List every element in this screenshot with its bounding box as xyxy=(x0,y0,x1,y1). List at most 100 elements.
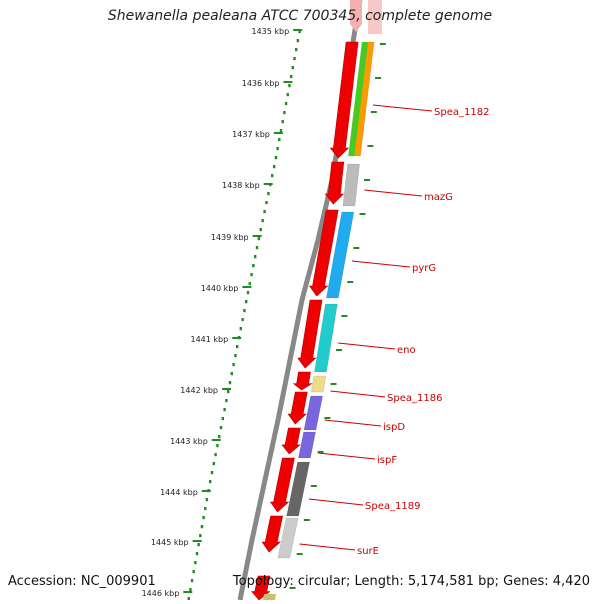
gene-label-leader xyxy=(324,419,382,427)
ruler-dot xyxy=(267,192,270,196)
gene-label-leader xyxy=(330,390,386,398)
gene-label-leader xyxy=(308,498,364,506)
feature-block xyxy=(263,594,276,600)
ruler-dot xyxy=(261,219,264,223)
ruler-dot xyxy=(194,561,197,565)
ruler-dot xyxy=(263,210,266,214)
cds-arrow xyxy=(292,371,313,391)
feature-block xyxy=(326,211,355,299)
ruler-dot xyxy=(278,138,281,142)
ruler-dot xyxy=(187,597,190,601)
feature-block xyxy=(303,395,324,431)
ruler-dot xyxy=(223,408,226,412)
ruler-dot xyxy=(228,381,232,385)
ruler-dot xyxy=(225,399,228,403)
ruler-dot xyxy=(293,57,296,61)
ruler-dot xyxy=(245,300,248,304)
ruler-dot xyxy=(255,246,259,250)
ruler-tick-label: 1438 kbp xyxy=(222,181,260,190)
ruler-dot xyxy=(239,327,242,331)
ruler-dot xyxy=(295,48,298,52)
ruler-dot xyxy=(296,39,300,43)
ruler-dot xyxy=(288,84,291,88)
ruler-dot xyxy=(289,75,293,79)
ruler-dot xyxy=(252,264,255,268)
ruler-dot xyxy=(276,147,279,151)
cds-arrow xyxy=(297,299,323,369)
cds-arrow xyxy=(269,457,295,513)
genome-title: Shewanella pealeana ATCC 700345, complet… xyxy=(107,8,493,24)
gene-label-leader xyxy=(299,543,356,551)
feature-block xyxy=(286,461,310,517)
ruler-dot xyxy=(189,588,192,592)
ruler-dot xyxy=(227,390,230,394)
ruler-dot xyxy=(190,579,194,583)
gene-label: Spea_1182 xyxy=(434,107,489,118)
ruler-dot xyxy=(210,471,214,475)
ruler-dot xyxy=(243,309,246,313)
gene-label-leader xyxy=(338,342,396,350)
ruler-dot xyxy=(200,525,204,529)
ruler-dot xyxy=(212,462,215,466)
ruler-tick-label: 1444 kbp xyxy=(160,488,198,497)
ruler-dot xyxy=(279,129,283,133)
ruler-tick-label: 1436 kbp xyxy=(242,79,280,88)
ruler-tick-label: 1437 kbp xyxy=(232,130,270,139)
feature-block xyxy=(314,303,338,373)
ruler-tick-label: 1435 kbp xyxy=(251,27,289,36)
ruler-dot xyxy=(195,552,199,556)
ruler-dot xyxy=(205,498,209,502)
ruler-dot xyxy=(265,201,268,205)
gene-label: mazG xyxy=(424,192,453,203)
cds-arrow xyxy=(261,515,284,553)
gene-label: eno xyxy=(397,345,416,356)
ruler-tick-label: 1440 kbp xyxy=(201,284,239,293)
feature-block xyxy=(298,431,316,459)
ruler-dot xyxy=(257,237,261,241)
ruler-tick-label: 1441 kbp xyxy=(190,335,228,344)
ruler-dot xyxy=(284,102,288,106)
ruler-dot xyxy=(214,453,217,457)
ruler-dot xyxy=(246,291,250,295)
ruler-dot xyxy=(218,435,221,439)
ruler-tick-label: 1443 kbp xyxy=(170,437,208,446)
cds-arrow-faded xyxy=(350,0,362,32)
gene-label-leader xyxy=(351,260,411,268)
gene-label: Spea_1186 xyxy=(387,393,442,404)
cds-arrow xyxy=(281,427,301,455)
gene-label: pyrG xyxy=(412,263,436,274)
genome-info-text: Topology: circular; Length: 5,174,581 bp… xyxy=(232,574,590,589)
ruler-dot xyxy=(241,318,244,322)
ruler-dot xyxy=(209,480,212,484)
ruler-dot xyxy=(298,30,301,34)
ruler-dot xyxy=(283,111,286,115)
cds-arrow xyxy=(324,161,345,205)
gene-label: surE xyxy=(357,546,379,557)
gene-label-leader xyxy=(318,452,376,460)
ruler-dot xyxy=(259,228,262,232)
ruler-tick-label: 1439 kbp xyxy=(211,233,249,242)
ruler-dot xyxy=(248,282,251,286)
ruler-tick-label: 1442 kbp xyxy=(180,386,218,395)
ruler-dot xyxy=(272,165,276,169)
ruler-dot xyxy=(234,354,237,358)
ruler-dot xyxy=(221,417,224,421)
ruler-dot xyxy=(250,273,253,277)
gene-label: Spea_1189 xyxy=(365,501,420,512)
feature-block xyxy=(277,517,299,559)
cds-arrow xyxy=(329,41,359,159)
ruler-dot xyxy=(271,174,274,178)
ruler-dot xyxy=(274,156,278,160)
ruler-tick-label: 1446 kbp xyxy=(142,589,180,598)
feature-block xyxy=(342,163,360,207)
ruler-dot xyxy=(219,426,223,430)
ruler-dot xyxy=(230,372,233,376)
accession-text: Accession: NC_009901 xyxy=(8,574,156,589)
ruler-dot xyxy=(204,507,207,511)
cds-arrow xyxy=(287,391,308,425)
gene-label-leader xyxy=(372,104,433,112)
feature-block-faded xyxy=(368,0,382,34)
ruler-dot xyxy=(202,516,205,520)
